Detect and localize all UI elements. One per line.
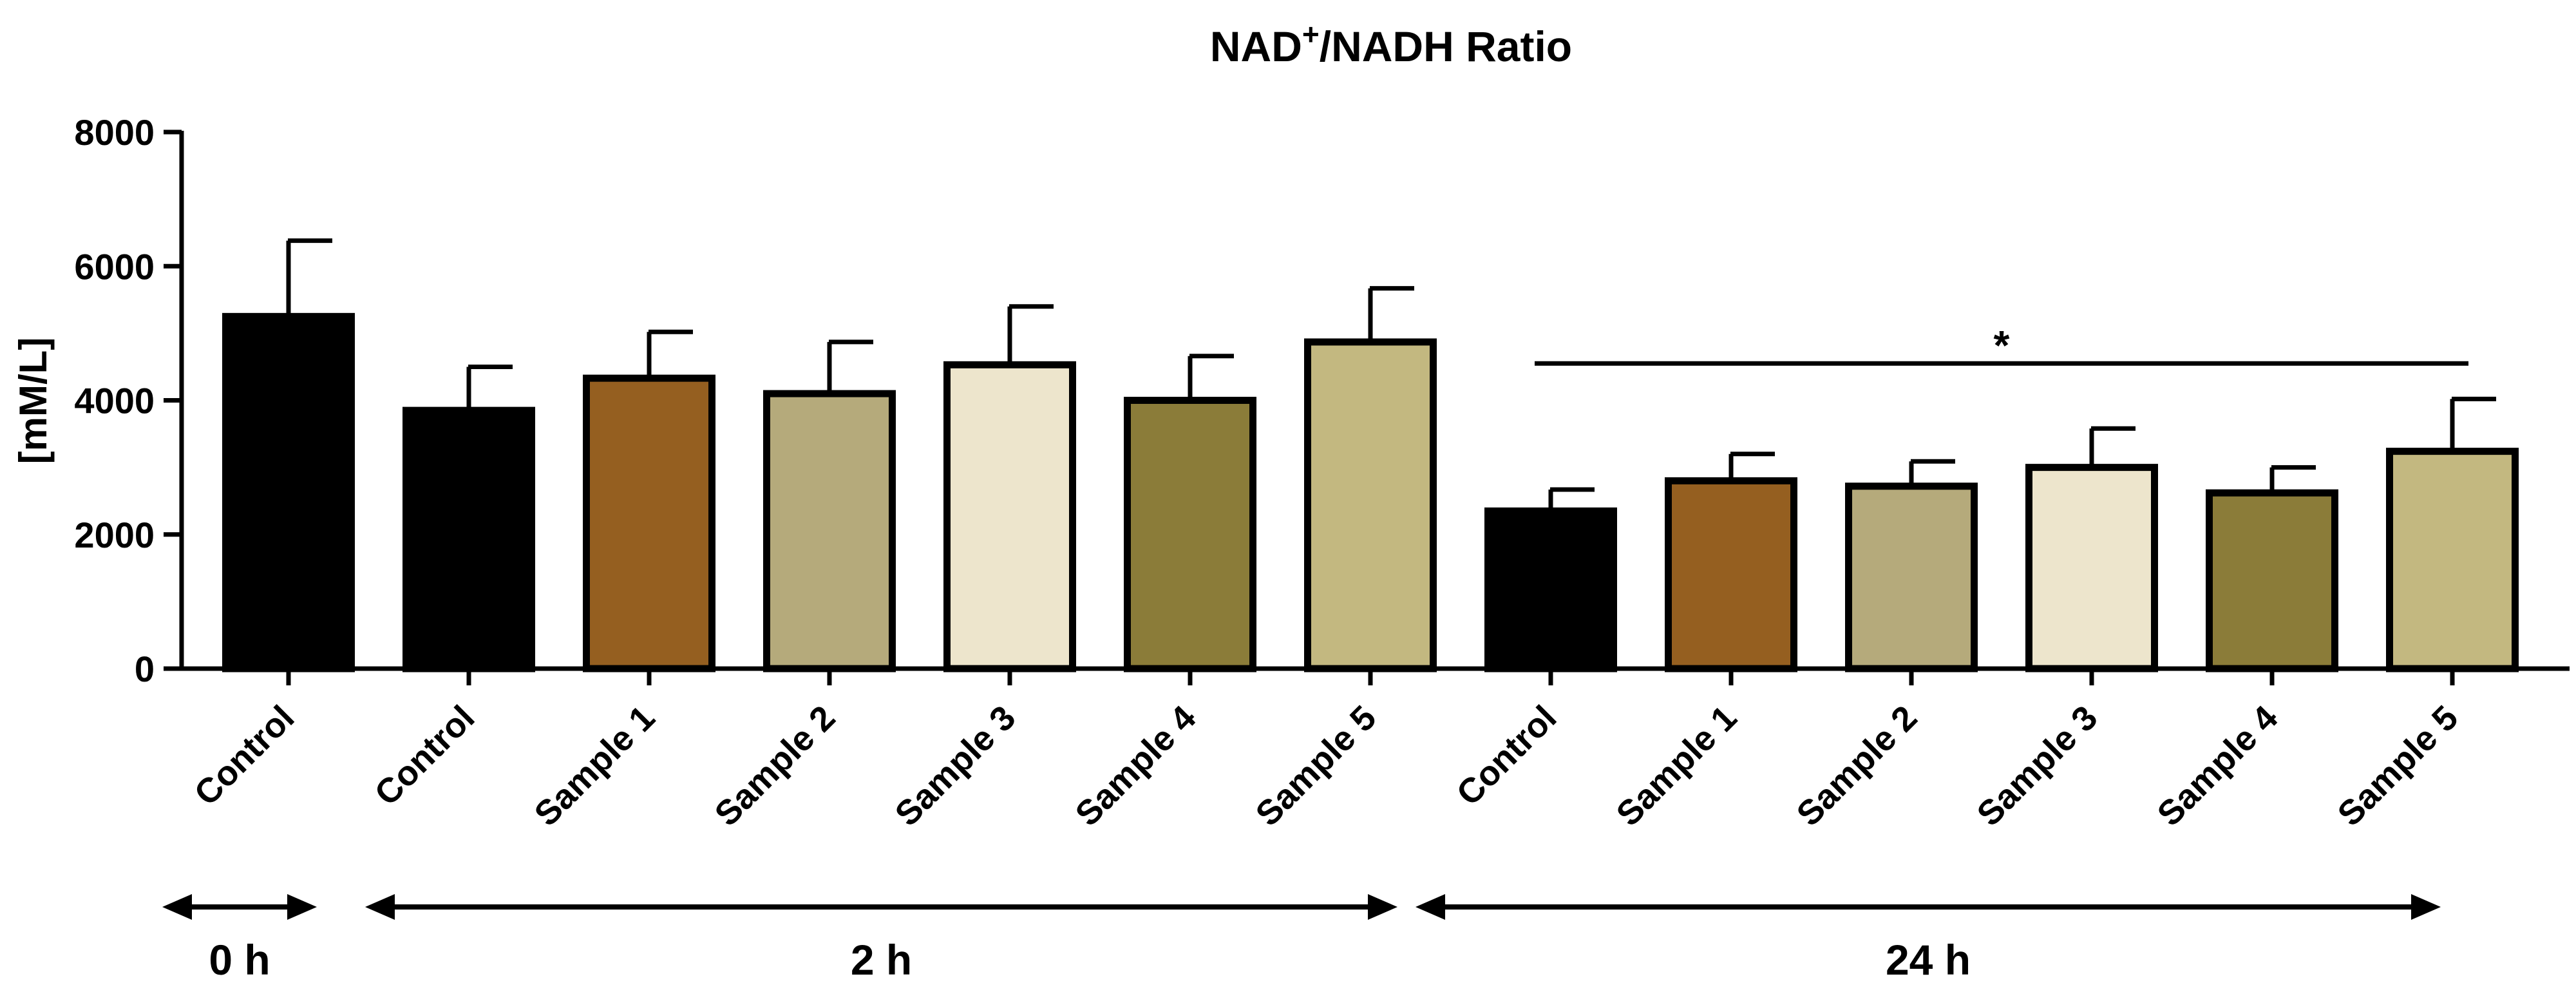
x-tick-label: Sample 3 (1969, 698, 2105, 834)
bar (1304, 338, 1437, 672)
x-tick-label: Control (1449, 698, 1564, 813)
bar (402, 406, 535, 672)
x-tick-label: Sample 2 (707, 698, 842, 834)
x-tick-label: Sample 5 (1248, 698, 1383, 834)
group-arrow-head-right (1368, 894, 1397, 920)
group-arrow-head-right (287, 894, 317, 920)
bar (763, 390, 896, 672)
x-tick-label: Control (187, 698, 301, 813)
significance-marker: * (1994, 322, 2010, 368)
x-tick-label: Sample 3 (887, 698, 1023, 834)
group-label: 24 h (1886, 936, 1971, 984)
group-arrow-head-left (162, 894, 192, 920)
x-tick-label: Sample 5 (2330, 698, 2465, 834)
bar (2206, 489, 2338, 672)
chart-title-main: NAD (1210, 23, 1302, 70)
x-tick-label: Sample 2 (1789, 698, 1924, 834)
group-arrow-head-left (365, 894, 395, 920)
x-tick-label: Sample 4 (1068, 698, 1203, 834)
chart-title-rest: /NADH Ratio (1320, 23, 1572, 70)
bar (2386, 448, 2519, 672)
bar (2025, 464, 2158, 672)
bar (1665, 477, 1797, 672)
y-tick-label: 4000 (74, 381, 155, 421)
y-tick-label: 2000 (74, 515, 155, 555)
bar (583, 374, 715, 672)
plot-area: 0 2000 4000 6000 8000 Control Control Sample 1 S… (74, 112, 2570, 984)
bar (943, 361, 1076, 672)
group-arrow-head-right (2411, 894, 2441, 920)
chart-title-superscript: + (1302, 17, 1320, 51)
bar (1484, 507, 1617, 672)
x-tick-label: Sample 1 (527, 698, 662, 834)
x-tick-label: Sample 4 (2150, 698, 2285, 834)
x-tick-label: Control (367, 698, 482, 813)
bar (1124, 397, 1256, 672)
x-tick-label: Sample 1 (1609, 698, 1744, 834)
group-arrow-head-left (1416, 894, 1445, 920)
y-tick-label: 0 (135, 649, 155, 689)
group-label: 2 h (851, 936, 912, 984)
bar (222, 312, 355, 672)
group-label: 0 h (209, 936, 270, 984)
chart-title: NAD+/NADH Ratio (1210, 17, 1572, 70)
y-tick-label: 8000 (74, 112, 155, 153)
bar (1845, 482, 1978, 672)
y-axis-label: [mM/L] (12, 338, 55, 464)
y-tick-label: 6000 (74, 246, 155, 287)
